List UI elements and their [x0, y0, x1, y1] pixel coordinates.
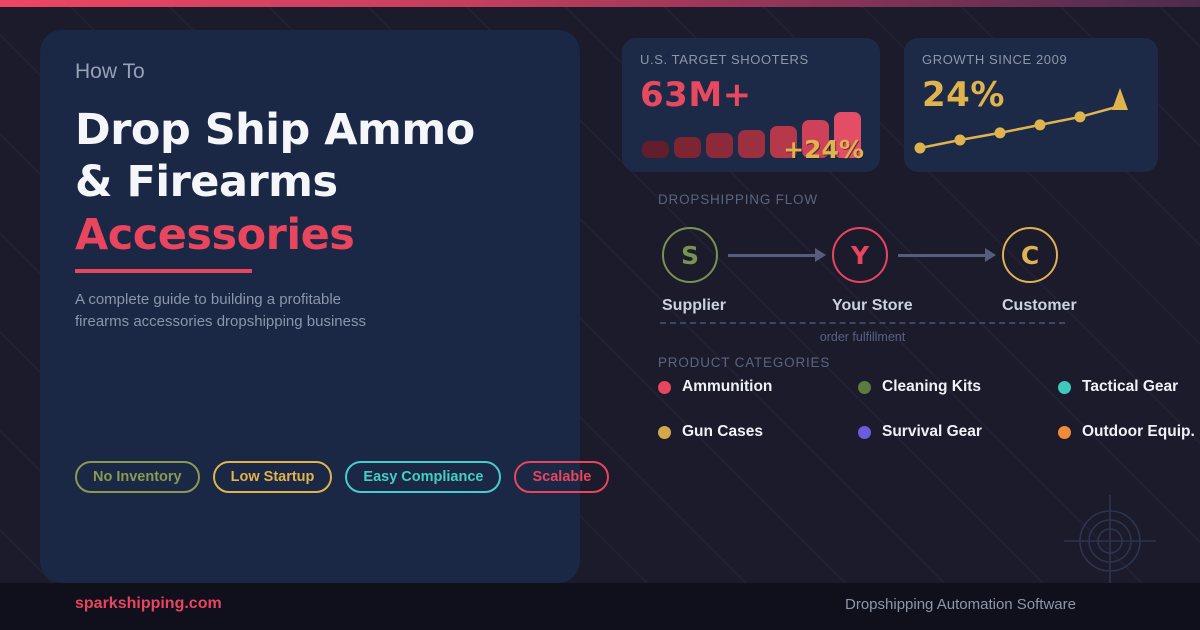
category-label: Cleaning Kits — [882, 378, 982, 395]
flow-node-label: Supplier — [662, 297, 727, 314]
flow-node-your-store: Y Your Store — [832, 227, 913, 315]
stat-card-target-shooters: U.S. TARGET SHOOTERS 63M+ +24% — [622, 38, 880, 172]
title-accent: Accessories — [75, 209, 355, 260]
bar — [802, 120, 829, 158]
bar — [834, 112, 861, 158]
shooters-bar-chart — [642, 112, 861, 158]
category-cleaning-kits: Cleaning Kits — [858, 378, 1058, 396]
page-title: Drop Ship Ammo & Firearms Accessories — [75, 104, 545, 274]
arrow-right-icon — [898, 249, 996, 261]
badge-no-inventory: No Inventory — [75, 461, 200, 493]
category-label: Ammunition — [682, 378, 773, 395]
accent-underline — [75, 269, 252, 274]
badge-low-startup: Low Startup — [212, 461, 333, 493]
subtitle: A complete guide to building a profitabl… — [75, 291, 366, 331]
badge-row: No Inventory Low Startup Easy Compliance… — [75, 461, 610, 493]
supplier-circle-icon: S — [662, 227, 718, 283]
customer-circle-icon: C — [1002, 227, 1058, 283]
bar — [642, 141, 669, 158]
bar-chart-annotation: +24% — [783, 135, 864, 164]
top-accent-bar — [0, 0, 1200, 7]
order-fulfillment-caption: order fulfillment — [819, 330, 906, 344]
bar — [674, 137, 701, 158]
footer-tagline: Dropshipping Automation Software — [845, 596, 1076, 613]
dot-icon — [1058, 425, 1071, 439]
growth-line-chart — [914, 88, 1128, 154]
title-line-1: Drop Ship Ammo — [75, 105, 475, 155]
flow-node-label: Customer — [1002, 297, 1077, 314]
category-grid: Ammunition Cleaning Kits Tactical Gear G… — [658, 378, 1200, 441]
stat-card-growth: GROWTH SINCE 2009 24% — [904, 38, 1158, 172]
flow-node-customer: C Customer — [1002, 227, 1077, 315]
arrow-right-icon — [728, 249, 826, 261]
flow-node-supplier: S Supplier — [662, 227, 727, 315]
category-tactical-gear: Tactical Gear — [1058, 378, 1200, 396]
stat-label: GROWTH SINCE 2009 — [922, 52, 1068, 67]
category-label: Gun Cases — [682, 423, 763, 440]
kicker-text: How To — [75, 60, 145, 83]
categories-heading: PRODUCT CATEGORIES — [658, 355, 831, 370]
stat-value: 24% — [922, 75, 1005, 115]
crosshair-target-icon — [1064, 495, 1156, 587]
dot-icon — [658, 380, 671, 394]
category-label: Survival Gear — [882, 423, 982, 440]
title-line-2: & Firearms — [75, 157, 338, 208]
stat-label: U.S. TARGET SHOOTERS — [640, 52, 809, 67]
footer: sparkshipping.com Dropshipping Automatio… — [0, 583, 1200, 630]
flow-heading: DROPSHIPPING FLOW — [658, 192, 818, 207]
bar — [738, 130, 765, 158]
flow-node-label: Your Store — [832, 297, 913, 314]
category-label: Tactical Gear — [1082, 378, 1179, 395]
category-survival-gear: Survival Gear — [858, 423, 1058, 441]
bar — [770, 126, 797, 158]
dot-icon — [858, 425, 871, 439]
category-gun-cases: Gun Cases — [658, 423, 858, 441]
category-outdoor-equip: Outdoor Equip. — [1058, 423, 1200, 441]
badge-scalable: Scalable — [514, 461, 610, 493]
bar — [706, 133, 733, 158]
dot-icon — [858, 380, 871, 394]
dot-icon — [1058, 380, 1071, 394]
category-label: Outdoor Equip. — [1082, 423, 1195, 440]
order-fulfillment-dashed-line — [660, 322, 1065, 324]
brand-url[interactable]: sparkshipping.com — [75, 595, 222, 612]
category-ammunition: Ammunition — [658, 378, 858, 396]
dot-icon — [658, 425, 671, 439]
stat-value: 63M+ — [640, 75, 752, 115]
hero-card: How To Drop Ship Ammo & Firearms Accesso… — [40, 30, 610, 583]
your-store-circle-icon: Y — [832, 227, 888, 283]
badge-easy-compliance: Easy Compliance — [345, 461, 502, 493]
